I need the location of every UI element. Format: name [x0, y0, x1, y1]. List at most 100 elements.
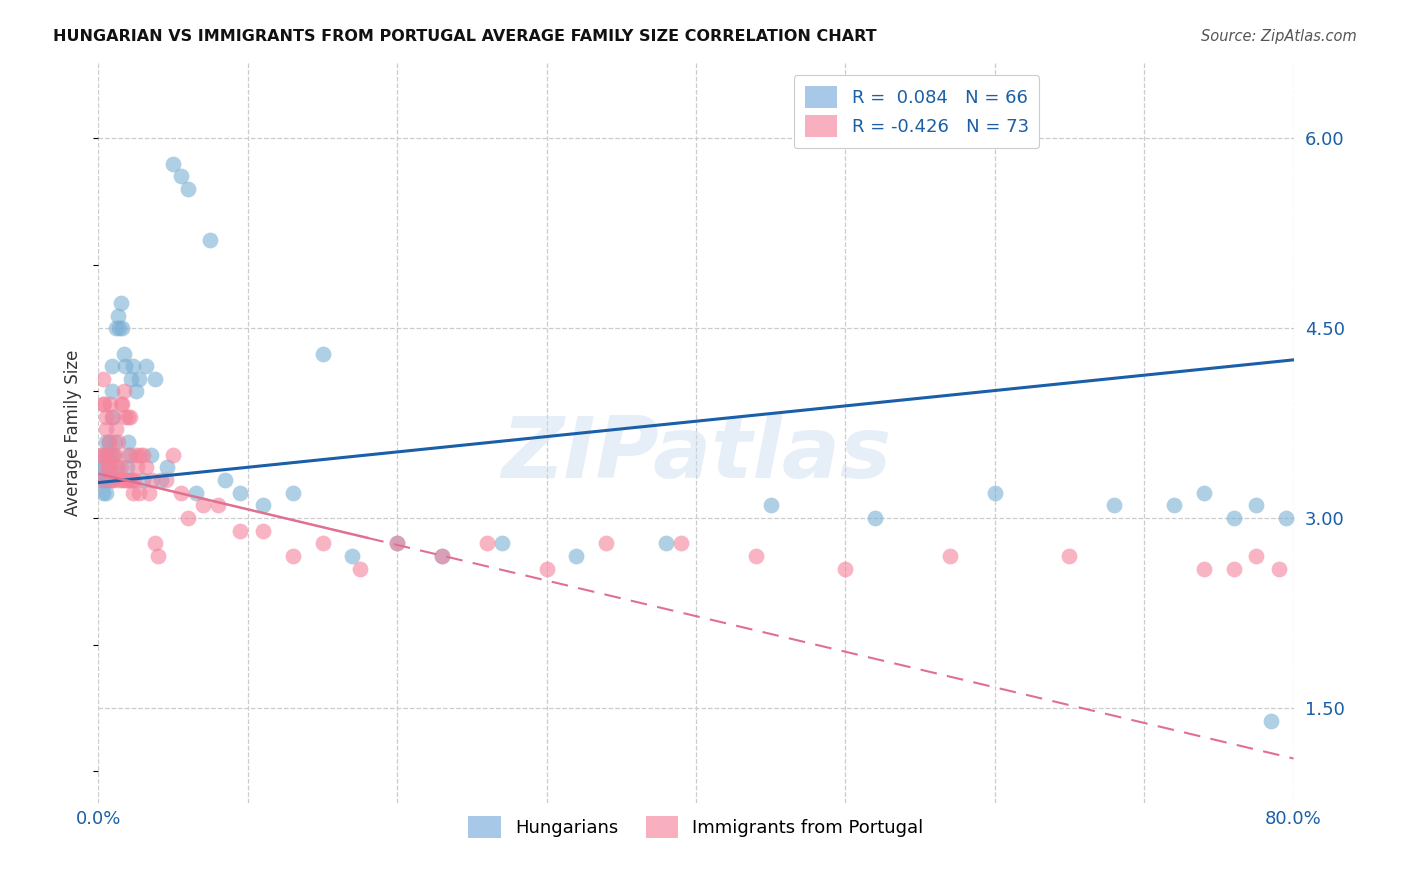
Point — [114, 359, 136, 374]
Point — [89, 473, 111, 487]
Point — [90, 460, 112, 475]
Point — [125, 448, 148, 462]
Point — [101, 473, 124, 487]
Point — [108, 321, 131, 335]
Point — [1244, 499, 1267, 513]
Point — [103, 448, 125, 462]
Point — [865, 511, 887, 525]
Point — [124, 473, 146, 487]
Point — [385, 536, 409, 550]
Point — [177, 511, 200, 525]
Point — [108, 473, 131, 487]
Point — [118, 448, 141, 462]
Point — [98, 397, 122, 411]
Point — [1059, 549, 1081, 563]
Point — [162, 157, 184, 171]
Point — [281, 485, 304, 500]
Point — [91, 448, 114, 462]
Point — [143, 372, 166, 386]
Point — [121, 359, 143, 374]
Point — [121, 485, 143, 500]
Point — [104, 435, 127, 450]
Point — [115, 460, 138, 475]
Point — [1163, 499, 1185, 513]
Point — [252, 524, 274, 538]
Point — [90, 473, 112, 487]
Point — [385, 536, 409, 550]
Point — [148, 549, 170, 563]
Point — [94, 409, 117, 424]
Point — [98, 460, 122, 475]
Point — [143, 536, 166, 550]
Point — [311, 536, 333, 550]
Point — [110, 397, 132, 411]
Point — [135, 460, 157, 475]
Point — [96, 448, 118, 462]
Point — [112, 384, 135, 399]
Point — [1244, 549, 1267, 563]
Point — [1275, 511, 1298, 525]
Text: HUNGARIAN VS IMMIGRANTS FROM PORTUGAL AVERAGE FAMILY SIZE CORRELATION CHART: HUNGARIAN VS IMMIGRANTS FROM PORTUGAL AV… — [53, 29, 877, 44]
Point — [127, 460, 149, 475]
Point — [89, 448, 111, 462]
Point — [155, 473, 177, 487]
Point — [96, 460, 118, 475]
Point — [112, 346, 135, 360]
Point — [97, 435, 120, 450]
Point — [139, 448, 162, 462]
Point — [117, 409, 139, 424]
Point — [111, 397, 134, 411]
Point — [229, 485, 252, 500]
Point — [745, 549, 768, 563]
Point — [1260, 714, 1282, 728]
Point — [162, 448, 184, 462]
Point — [94, 422, 117, 436]
Point — [349, 562, 371, 576]
Point — [101, 409, 124, 424]
Point — [94, 435, 117, 450]
Point — [984, 485, 1007, 500]
Point — [200, 233, 222, 247]
Point — [1192, 485, 1215, 500]
Point — [129, 448, 152, 462]
Legend: Hungarians, Immigrants from Portugal: Hungarians, Immigrants from Portugal — [457, 805, 935, 849]
Point — [834, 562, 856, 576]
Point — [207, 499, 229, 513]
Point — [1104, 499, 1126, 513]
Point — [97, 460, 120, 475]
Point — [1192, 562, 1215, 576]
Point — [91, 485, 114, 500]
Point — [101, 384, 124, 399]
Point — [105, 422, 128, 436]
Point — [141, 473, 163, 487]
Y-axis label: Average Family Size: Average Family Size — [65, 350, 83, 516]
Point — [184, 485, 207, 500]
Point — [114, 473, 136, 487]
Point — [214, 473, 236, 487]
Point — [669, 536, 692, 550]
Point — [120, 372, 142, 386]
Point — [111, 321, 134, 335]
Point — [93, 397, 115, 411]
Point — [169, 169, 191, 184]
Point — [169, 485, 191, 500]
Point — [97, 435, 120, 450]
Point — [93, 460, 115, 475]
Point — [475, 536, 498, 550]
Point — [128, 372, 150, 386]
Point — [91, 372, 114, 386]
Point — [107, 435, 129, 450]
Point — [118, 409, 141, 424]
Point — [103, 448, 125, 462]
Point — [311, 346, 333, 360]
Point — [430, 549, 453, 563]
Point — [91, 397, 114, 411]
Point — [491, 536, 513, 550]
Point — [536, 562, 558, 576]
Point — [595, 536, 617, 550]
Point — [105, 321, 128, 335]
Point — [128, 485, 150, 500]
Point — [117, 435, 139, 450]
Point — [655, 536, 678, 550]
Point — [120, 473, 142, 487]
